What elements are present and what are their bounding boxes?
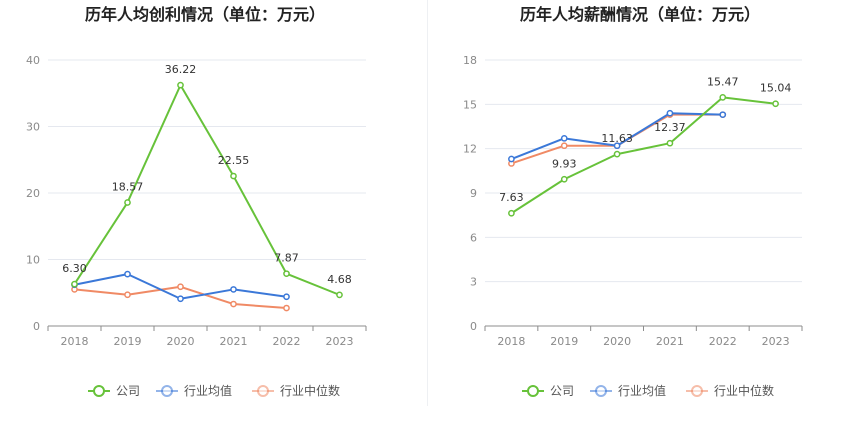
x-tick-label: 2021 xyxy=(220,335,248,348)
y-tick-label: 9 xyxy=(470,187,477,200)
y-tick-label: 20 xyxy=(26,187,40,200)
legend-label: 公司 xyxy=(116,384,140,398)
data-label: 36.22 xyxy=(165,63,197,76)
data-point-industry_avg xyxy=(177,295,184,303)
profit-per-capita-chart: 历年人均创利情况（单位：万元） 0 10 20 30 40 2018 2019 2020 2021… xyxy=(26,5,367,398)
x-tick-label: 2021 xyxy=(656,335,684,348)
x-tick-label: 2018 xyxy=(497,335,525,348)
legend-marker-icon xyxy=(595,385,607,397)
data-point-industry_avg xyxy=(124,270,131,278)
x-tick-label: 2019 xyxy=(550,335,578,348)
legend-marker-icon xyxy=(257,385,269,397)
data-label: 7.63 xyxy=(499,191,524,204)
y-tick-label: 0 xyxy=(470,320,477,333)
legend-marker-icon xyxy=(691,385,703,397)
series-line-company xyxy=(73,84,340,296)
data-label: 18.57 xyxy=(112,181,144,194)
data-point-company xyxy=(177,81,184,89)
legend-item-industry_median[interactable]: 行业中位数 xyxy=(686,383,774,398)
x-tick-label: 2018 xyxy=(61,335,89,348)
legend-label: 行业均值 xyxy=(618,383,666,398)
series-line-company xyxy=(510,96,776,215)
data-label: 7.87 xyxy=(274,252,299,265)
chart-title: 历年人均创利情况（单位：万元） xyxy=(85,5,325,24)
data-point-company xyxy=(508,209,515,217)
data-point-industry_median xyxy=(124,291,131,299)
x-tick-label: 2023 xyxy=(326,335,354,348)
legend-item-industry_avg[interactable]: 行业均值 xyxy=(590,383,666,398)
legend-item-industry_avg[interactable]: 行业均值 xyxy=(156,383,232,398)
y-tick-label: 0 xyxy=(33,320,40,333)
data-point-company xyxy=(283,270,290,278)
data-point-industry_avg xyxy=(230,286,237,293)
legend-item-company[interactable]: 公司 xyxy=(522,384,574,398)
data-label: 4.68 xyxy=(327,273,352,286)
data-point-industry_avg xyxy=(508,155,515,163)
data-label: 9.93 xyxy=(552,157,577,170)
data-label: 15.47 xyxy=(707,75,739,88)
legend-label: 行业均值 xyxy=(184,383,232,398)
data-point-industry_avg xyxy=(560,134,568,142)
data-point-industry_avg xyxy=(613,142,621,150)
y-tick-label: 18 xyxy=(463,54,477,67)
data-label: 6.30 xyxy=(62,262,87,275)
data-point-industry_avg xyxy=(719,111,727,119)
data-point-industry_median xyxy=(283,304,290,312)
legend-label: 行业中位数 xyxy=(714,383,774,398)
legend-label: 公司 xyxy=(550,384,574,398)
data-point-company xyxy=(560,175,568,183)
x-tick-label: 2019 xyxy=(114,335,142,348)
data-point-company xyxy=(613,150,621,158)
x-tick-label: 2022 xyxy=(709,335,737,348)
data-point-company xyxy=(124,199,131,206)
data-point-company xyxy=(666,139,674,147)
legend-marker-icon xyxy=(161,385,173,397)
x-tick-label: 2020 xyxy=(167,335,195,348)
chart-body: 历年人均薪酬情况（单位：万元） 0 3 6 9 12 15 18 2018 2019 2020 202… xyxy=(463,5,803,398)
data-point-company xyxy=(71,280,78,288)
chart-body: 历年人均创利情况（单位：万元） 0 10 20 30 40 2018 2019 2020 2021… xyxy=(26,5,367,398)
data-label: 15.04 xyxy=(760,82,792,95)
legend-marker-icon xyxy=(93,385,105,397)
x-tick-label: 2023 xyxy=(762,335,790,348)
legend-label: 行业中位数 xyxy=(280,383,340,398)
x-tick-label: 2020 xyxy=(603,335,631,348)
profit-per-capita-panel: 历年人均创利情况（单位：万元） 0 10 20 30 40 2018 2019 2020 2021… xyxy=(26,5,367,398)
salary-per-capita-panel: 历年人均薪酬情况（单位：万元） 0 3 6 9 12 15 18 2018 2019 2020 202… xyxy=(425,0,850,436)
data-point-company xyxy=(230,172,237,180)
chart-title: 历年人均薪酬情况（单位：万元） xyxy=(520,5,760,24)
data-label: 11.63 xyxy=(601,132,633,145)
data-point-industry_median xyxy=(177,283,184,291)
data-label: 12.37 xyxy=(654,121,686,134)
y-tick-label: 12 xyxy=(463,143,477,156)
legend-item-company[interactable]: 公司 xyxy=(88,384,140,398)
y-tick-label: 6 xyxy=(470,231,477,244)
y-tick-label: 10 xyxy=(26,254,40,267)
y-tick-label: 30 xyxy=(26,121,40,134)
x-tick-label: 2022 xyxy=(273,335,301,348)
data-point-company xyxy=(336,291,343,299)
data-point-industry_avg xyxy=(283,293,290,301)
data-point-company xyxy=(719,94,727,101)
data-label: 22.55 xyxy=(218,154,250,167)
legend-item-industry_median[interactable]: 行业中位数 xyxy=(252,383,340,398)
data-point-company xyxy=(772,100,779,108)
y-tick-label: 40 xyxy=(26,54,40,67)
y-tick-label: 15 xyxy=(463,98,477,111)
data-point-industry_median xyxy=(560,142,568,150)
salary-per-capita-chart: 历年人均薪酬情况（单位：万元） 0 3 6 9 12 15 18 2018 2019 2020 202… xyxy=(463,5,803,398)
y-tick-label: 3 xyxy=(470,276,477,289)
panel-divider xyxy=(427,0,428,406)
data-point-industry_avg xyxy=(666,109,674,117)
data-point-industry_median xyxy=(230,300,237,308)
legend-marker-icon xyxy=(527,385,539,397)
